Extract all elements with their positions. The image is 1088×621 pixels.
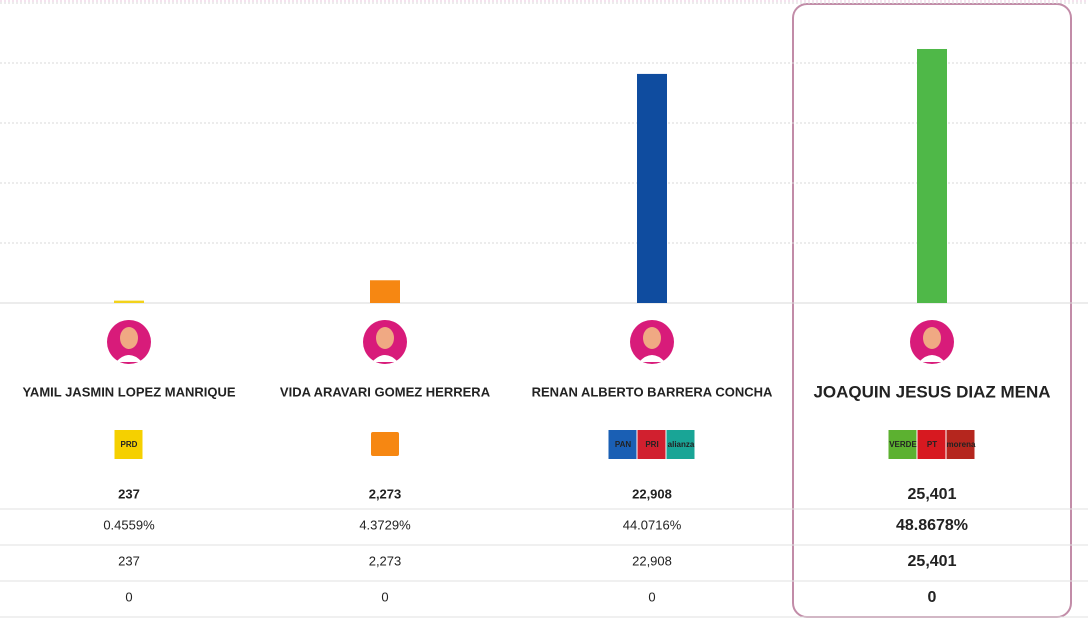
- party-logo: [637, 430, 666, 459]
- party-name: PRD: [121, 440, 138, 449]
- party-name: PRI: [645, 440, 658, 449]
- votes: 237: [118, 486, 140, 501]
- table-cell: 0: [648, 589, 655, 604]
- party-name: PT: [927, 440, 937, 449]
- bar: [370, 280, 400, 303]
- table-cell: 0: [381, 589, 388, 604]
- party-logo: [666, 430, 695, 459]
- avatar-body: [639, 355, 665, 362]
- party-name: alianza: [668, 440, 695, 449]
- candidate-name: VIDA ARAVARI GOMEZ HERRERA: [280, 384, 491, 399]
- table-cell: 48.8678%: [896, 517, 968, 534]
- party-logo: [114, 430, 143, 459]
- party-name: morena: [947, 440, 976, 449]
- party-logo: [946, 430, 975, 459]
- votes: 25,401: [908, 486, 957, 503]
- avatar-face: [376, 327, 394, 349]
- avatar-face: [643, 327, 661, 349]
- table-cell: 0.4559%: [103, 517, 155, 532]
- table-cell: 44.0716%: [623, 517, 682, 532]
- avatar-face: [120, 327, 138, 349]
- avatar-body: [919, 355, 945, 362]
- party-logo-mc: [371, 432, 399, 456]
- table-cell: 0: [125, 589, 132, 604]
- candidate-name: RENAN ALBERTO BARRERA CONCHA: [532, 384, 773, 399]
- bar: [917, 48, 947, 303]
- party-logo: [888, 430, 917, 459]
- avatar-body: [116, 355, 142, 362]
- avatar-face: [923, 327, 941, 349]
- table-cell: 22,908: [632, 553, 672, 568]
- table-cell: 2,273: [369, 553, 402, 568]
- table-cell: 25,401: [908, 553, 957, 570]
- bar: [114, 300, 144, 303]
- party-logo: [608, 430, 637, 459]
- candidate-name: JOAQUIN JESUS DIAZ MENA: [813, 382, 1050, 401]
- table-cell: 237: [118, 553, 140, 568]
- table-cell: 0: [928, 589, 937, 606]
- votes: 2,273: [369, 486, 402, 501]
- bar: [637, 73, 667, 303]
- party-name: VERDE: [889, 440, 917, 449]
- candidate-name: YAMIL JASMIN LOPEZ MANRIQUE: [22, 384, 235, 399]
- votes: 22,908: [632, 486, 672, 501]
- party-name: PAN: [615, 440, 632, 449]
- avatar-body: [372, 355, 398, 362]
- table-cell: 4.3729%: [359, 517, 411, 532]
- party-logo: [917, 430, 946, 459]
